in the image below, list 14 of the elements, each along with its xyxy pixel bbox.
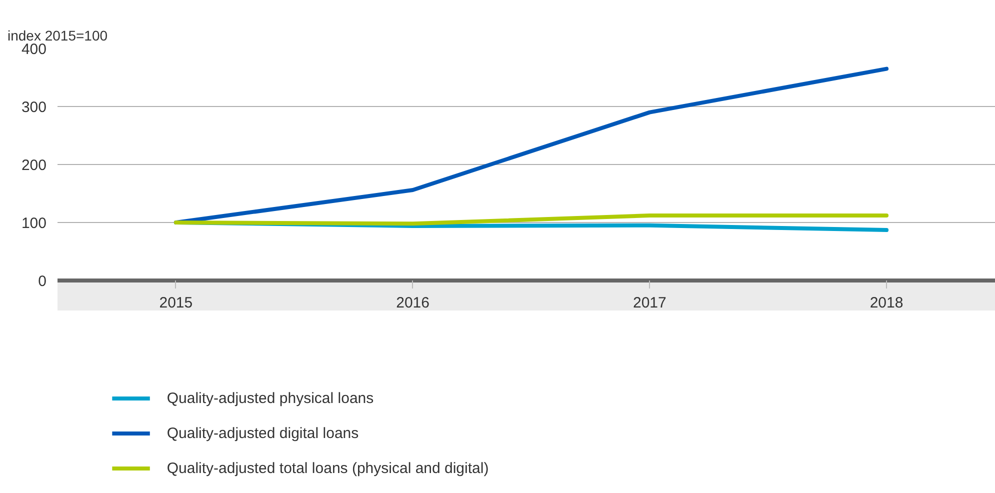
- x-tick-label: 2017: [632, 294, 666, 312]
- y-tick-label: 0: [38, 273, 46, 290]
- legend-label: Quality-adjusted physical loans: [166, 390, 374, 407]
- y-tick-label: 200: [21, 157, 47, 174]
- legend-label: Quality-adjusted total loans (physical and digital): [166, 460, 489, 477]
- x-tick-label: 2016: [396, 294, 430, 312]
- y-tick-label: 400: [21, 41, 47, 58]
- x-tick-label: 2018: [870, 294, 904, 312]
- line-series: [174, 66, 889, 224]
- legend-label: Quality-adjusted digital loans: [166, 425, 359, 442]
- y-axis-title: index 2015=100: [8, 28, 108, 44]
- x-tick-label: 2015: [159, 294, 193, 312]
- y-tick-label: 300: [21, 99, 47, 116]
- y-tick-label: 100: [21, 215, 47, 232]
